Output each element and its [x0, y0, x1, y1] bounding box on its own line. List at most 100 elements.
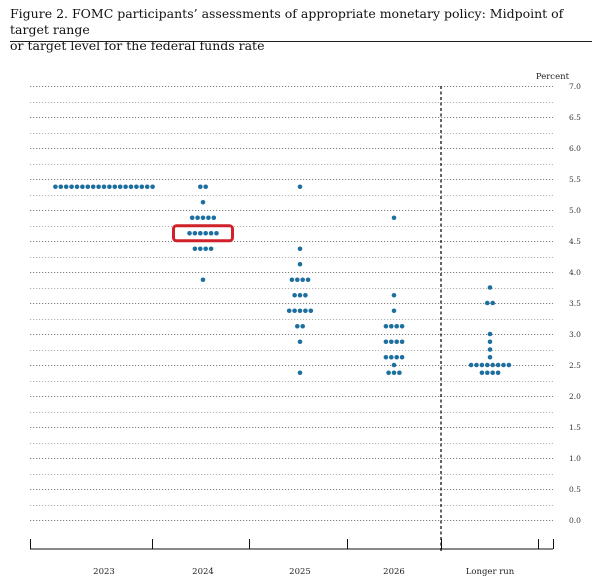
dot	[203, 230, 208, 236]
dot	[490, 300, 496, 306]
dot	[295, 277, 300, 283]
dots	[53, 184, 512, 376]
dot	[297, 184, 303, 190]
dot	[297, 308, 303, 314]
dot	[144, 184, 150, 190]
dot	[394, 354, 400, 360]
category-label: 2026	[383, 567, 405, 577]
dot	[211, 215, 217, 221]
y-tick-label: 2.5	[569, 361, 581, 370]
category-labels: 2023 2024 2025 2026 Longer run	[93, 567, 515, 577]
category-label: Longer run	[466, 567, 515, 577]
y-tick-labels: 0.0 0.5 1.0 1.5 2.0 2.5 3.0 3.5 4.0 4.5 5.0 5.5 6.0 6…	[569, 82, 581, 525]
dot	[308, 308, 314, 314]
caption-rule	[10, 41, 592, 42]
dot	[208, 230, 214, 236]
y-tick-label: 3.5	[569, 299, 581, 308]
grid-lines	[30, 86, 553, 521]
dot	[391, 215, 397, 221]
dot	[490, 362, 496, 368]
dot	[286, 308, 292, 314]
dot	[506, 362, 512, 368]
dot	[203, 246, 208, 252]
dot	[58, 184, 64, 190]
dot	[63, 184, 69, 190]
dot	[383, 323, 389, 329]
dot	[198, 184, 203, 190]
y-tick-label: 5.5	[569, 175, 581, 184]
y-tick-label: 1.0	[569, 454, 581, 463]
dot	[399, 339, 405, 345]
dot	[300, 323, 306, 329]
dot	[474, 362, 479, 368]
dot	[292, 292, 297, 298]
dot	[391, 292, 397, 298]
dot	[383, 354, 389, 360]
dot	[391, 362, 397, 368]
category-label: 2024	[192, 567, 214, 577]
dot	[495, 362, 501, 368]
dot	[485, 370, 490, 376]
y-tick-label: 0.0	[569, 516, 581, 525]
dot	[295, 323, 300, 329]
dot	[195, 215, 200, 221]
y-tick-label: 7.0	[569, 82, 581, 91]
caption-line-1: Figure 2. FOMC participants’ assessments…	[10, 6, 564, 37]
dot	[399, 354, 405, 360]
highlight-box	[172, 224, 234, 243]
dot	[117, 184, 123, 190]
dot	[128, 184, 134, 190]
dot	[74, 184, 80, 190]
dot	[394, 323, 400, 329]
dot	[487, 339, 493, 345]
y-axis-label: Percent	[536, 72, 570, 82]
dot	[53, 184, 58, 190]
dot	[297, 261, 303, 267]
dot	[303, 292, 308, 298]
dot	[485, 362, 490, 368]
category-label: 2023	[93, 567, 115, 577]
dot	[389, 354, 394, 360]
category-label: 2025	[289, 567, 311, 577]
dot	[90, 184, 96, 190]
dot	[192, 246, 198, 252]
dot	[96, 184, 101, 190]
dot	[305, 277, 311, 283]
y-tick-label: 4.5	[569, 237, 581, 246]
dot	[208, 246, 214, 252]
dot	[289, 277, 295, 283]
y-tick-label: 6.5	[569, 113, 581, 122]
dot	[487, 354, 493, 360]
dot	[101, 184, 107, 190]
dot	[487, 331, 493, 337]
dot	[123, 184, 128, 190]
dot	[69, 184, 74, 190]
dot	[389, 323, 394, 329]
dot	[297, 370, 303, 376]
dot	[134, 184, 139, 190]
y-tick-label: 3.0	[569, 330, 581, 339]
dot	[198, 230, 203, 236]
dot	[389, 339, 394, 345]
dot	[485, 300, 490, 306]
dot	[383, 339, 389, 345]
dot	[214, 230, 219, 236]
dot	[391, 370, 397, 376]
y-tick-label: 4.0	[569, 268, 581, 277]
dot	[479, 370, 485, 376]
dot	[479, 362, 485, 368]
dot	[189, 215, 195, 221]
dot	[139, 184, 145, 190]
y-tick-label: 0.5	[569, 485, 581, 494]
dot	[303, 308, 308, 314]
dot	[487, 285, 493, 290]
dot	[206, 215, 211, 221]
dot	[487, 347, 493, 352]
dot	[399, 323, 405, 329]
dot	[187, 230, 192, 236]
dot	[297, 292, 303, 298]
dot	[394, 339, 400, 345]
x-axis-ticks	[30, 539, 554, 549]
dot	[107, 184, 112, 190]
dot	[112, 184, 118, 190]
